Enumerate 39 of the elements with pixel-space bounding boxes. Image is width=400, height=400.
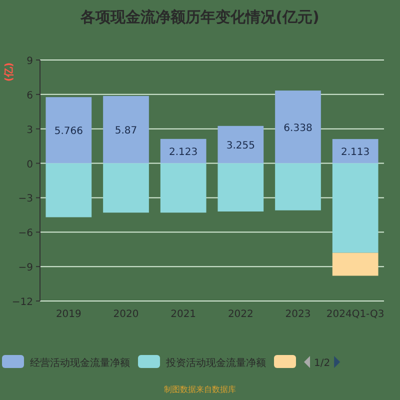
y-tick-label: 6 [26, 90, 33, 102]
chart-title: 各项现金流净额历年变化情况(亿元) [80, 8, 320, 26]
data-label: 5.766 [54, 126, 83, 138]
legend-label: 经营活动现金流量净额 [30, 357, 130, 369]
bar [218, 163, 264, 212]
bar [103, 96, 149, 164]
bar [46, 97, 92, 164]
x-tick-label: 2020 [113, 309, 139, 320]
data-label: 5.87 [114, 126, 138, 137]
bar [46, 163, 92, 218]
data-label: 3.255 [226, 140, 255, 152]
bar [160, 163, 206, 213]
legend-label: 投资活动现金流量净额 [165, 357, 266, 369]
data-label: 2.123 [169, 147, 198, 158]
x-tick-label: 2024Q1-Q3 [326, 309, 384, 320]
x-tick-label: 2022 [228, 309, 254, 320]
y-axis-title: (亿) [3, 62, 15, 82]
text: 1/2 [314, 358, 330, 369]
x-tick-label: 2019 [56, 309, 82, 320]
y-tick-label: 9 [26, 56, 33, 67]
y-tick-label: −12 [12, 297, 33, 308]
bar [218, 126, 264, 164]
x-tick-label: 2023 [285, 309, 311, 320]
bar [160, 138, 206, 164]
y-tick-label: −9 [18, 262, 33, 274]
y-tick-label: −6 [18, 228, 33, 240]
bar [332, 163, 378, 253]
bar [275, 90, 321, 164]
bar [332, 252, 378, 276]
bar [275, 163, 321, 210]
data-label: 2.113 [341, 147, 370, 158]
x-tick-label: 2021 [170, 309, 196, 320]
y-tick-label: −3 [18, 194, 33, 205]
bar [332, 139, 378, 164]
bar [103, 163, 149, 213]
y-tick-label: 3 [26, 124, 33, 136]
y-tick-label: 0 [26, 159, 33, 170]
text: 制图数据来自数据库 [164, 385, 236, 394]
data-label: 6.338 [284, 122, 312, 134]
